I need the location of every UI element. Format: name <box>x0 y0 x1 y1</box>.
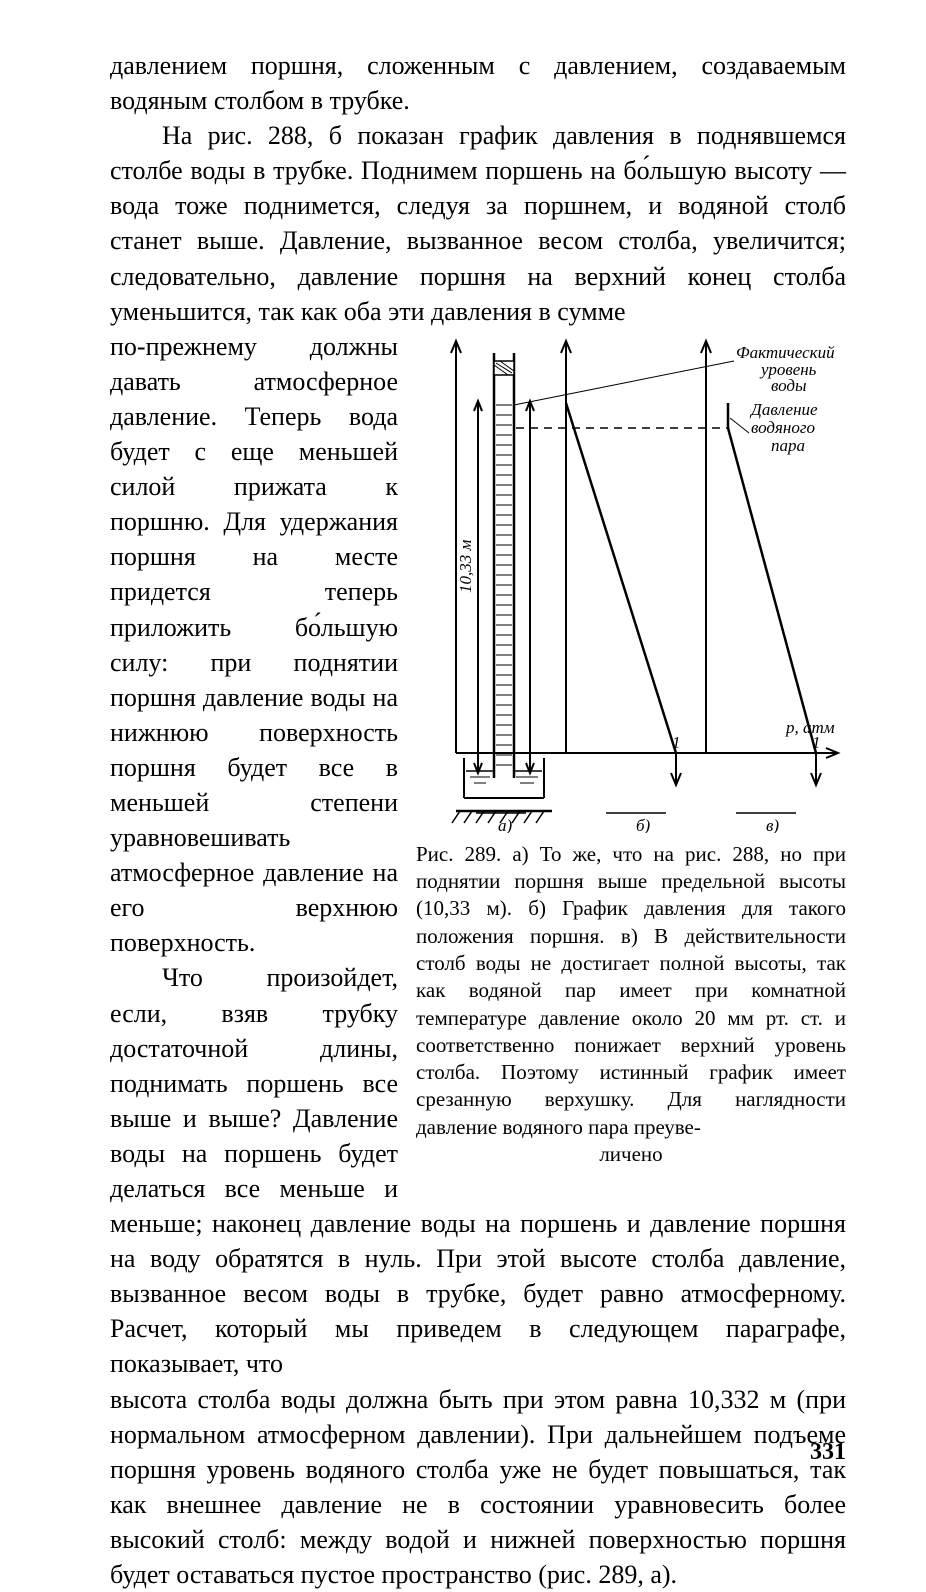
label-vapor-3: пара <box>771 436 805 455</box>
panel-b-label: б) <box>636 816 651 833</box>
paragraph-5: высота столба воды должна быть при этом … <box>110 1382 846 1592</box>
figure-caption: Рис. 289. а) То же, что на рис. 288, но … <box>416 841 846 1169</box>
label-height: 10,33 м <box>456 539 475 593</box>
paragraph-1: давлением поршня, сложенным с давлением,… <box>110 48 846 118</box>
label-vapor-1: Давление <box>749 400 818 419</box>
paragraph-2: На рис. 288, б показан график давления в… <box>110 118 846 329</box>
label-one-b: 1 <box>672 733 681 752</box>
figure-289: 10,33 м 1 1 Фактический <box>416 333 846 1169</box>
caption-text-b: личено <box>416 1141 846 1168</box>
panel-a-label: а) <box>498 816 513 833</box>
figure-svg: 10,33 м 1 1 Фактический <box>416 333 846 833</box>
caption-text-a: Рис. 289. а) То же, что на рис. 288, но … <box>416 842 846 1139</box>
label-vapor-2: водяного <box>751 418 815 437</box>
page-number: 331 <box>810 1436 846 1468</box>
panel-c-label: в) <box>766 816 779 833</box>
label-axis: p, атм <box>785 718 835 737</box>
label-fact-3: воды <box>771 376 807 395</box>
